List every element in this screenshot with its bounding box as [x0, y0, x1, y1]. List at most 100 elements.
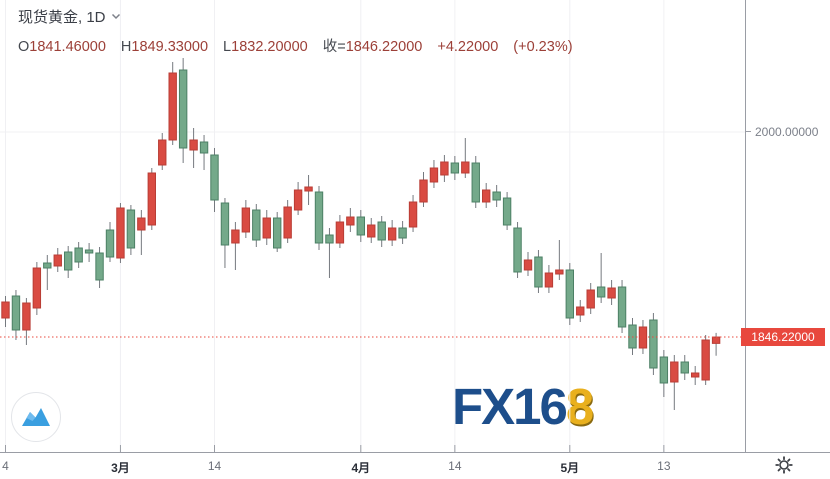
symbol-title-row[interactable]: 现货黄金, 1D: [18, 6, 584, 27]
candle: [189, 128, 198, 168]
candle: [523, 252, 533, 276]
candle-body-up: [189, 139, 198, 151]
change-value: +4.22000: [437, 39, 499, 55]
candle-body-down: [126, 209, 136, 249]
candle: [32, 262, 42, 315]
candle: [670, 355, 679, 410]
candle-body-up: [555, 269, 564, 275]
candle-body-up: [346, 216, 355, 226]
candle: [147, 168, 157, 230]
mountain-chart-icon: [22, 408, 50, 426]
candle-body-up: [711, 336, 721, 344]
symbol-title[interactable]: 现货黄金, 1D: [18, 9, 106, 26]
candle: [513, 222, 522, 278]
candle: [241, 200, 251, 238]
candle: [555, 240, 564, 280]
candle-body-up: [387, 227, 397, 241]
candle: [408, 195, 418, 232]
price-axis-tick: [746, 131, 751, 132]
low-value: 1832.20000: [231, 39, 308, 55]
chart-logo-button[interactable]: [11, 392, 61, 442]
candle-body-up: [304, 186, 313, 192]
price-axis[interactable]: 2000.00000: [745, 0, 830, 452]
candle: [482, 183, 491, 208]
candle-body-down: [210, 154, 219, 201]
candle: [450, 156, 460, 180]
candle: [534, 250, 543, 293]
candle: [116, 203, 125, 263]
last-price-tag: 1846.22000: [741, 328, 825, 346]
time-axis-label: 14: [207, 459, 222, 473]
change-percent: (+0.23%): [513, 39, 573, 55]
candle-body-down: [565, 269, 574, 319]
candle-body-up: [116, 207, 125, 259]
candlestick-chart[interactable]: [0, 0, 745, 452]
candle: [544, 265, 554, 293]
candle: [43, 255, 52, 290]
candle: [387, 220, 397, 246]
candle-body-up: [670, 361, 679, 383]
low-label: L: [223, 39, 232, 55]
gear-icon[interactable]: [775, 456, 793, 474]
high-value: 1849.33000: [131, 39, 209, 55]
candle-body-up: [367, 224, 376, 238]
candle: [461, 138, 470, 178]
chevron-down-icon[interactable]: [111, 13, 121, 20]
candle: [565, 263, 574, 325]
candle: [325, 228, 334, 278]
close-label: 收=: [322, 39, 346, 55]
candle: [576, 300, 585, 322]
candle: [262, 210, 271, 245]
candle-body-up: [53, 254, 62, 267]
candle-body-up: [429, 167, 439, 183]
candle: [440, 155, 449, 182]
candle-body-up: [482, 189, 491, 203]
candle-body-up: [137, 217, 146, 231]
candle-body-down: [178, 69, 188, 149]
candle: [502, 192, 512, 230]
candle-body-down: [649, 319, 658, 369]
candle-body-up: [440, 161, 449, 176]
time-axis-label: 4: [2, 459, 9, 473]
candle: [273, 212, 282, 252]
candle: [638, 320, 648, 354]
candle-body-up: [283, 206, 292, 239]
candle-body-down: [43, 262, 52, 269]
candle: [304, 175, 313, 205]
candle: [283, 200, 292, 243]
time-axis-label: 14: [448, 459, 462, 473]
candle: [11, 290, 21, 340]
candle: [199, 135, 209, 170]
time-axis[interactable]: 4 3月 14 4月 14 5月 13: [0, 452, 830, 479]
candle-body-up: [32, 267, 42, 309]
chart-plot-area[interactable]: FX168: [0, 0, 745, 452]
candle-body-up: [22, 302, 31, 331]
candle-body-down: [377, 221, 386, 241]
candle-body-up: [607, 287, 616, 299]
candle: [367, 218, 376, 243]
time-axis-label: 3月: [111, 461, 130, 475]
candle-body-up: [335, 221, 345, 244]
candle: [220, 198, 230, 268]
candle-body-down: [273, 217, 282, 249]
candle: [137, 210, 146, 255]
candle-body-down: [95, 252, 104, 281]
candle: [429, 160, 439, 188]
candle-body-up: [419, 179, 428, 203]
candle-body-up: [158, 139, 167, 166]
candle: [649, 313, 658, 375]
candle: [64, 246, 73, 278]
candle-body-down: [84, 249, 94, 254]
price-axis-label-2000: 2000.00000: [755, 125, 819, 139]
time-axis-label: 5月: [560, 461, 580, 475]
candle: [628, 318, 637, 355]
candle: [335, 215, 345, 248]
candle: [691, 366, 700, 385]
candle: [105, 222, 115, 262]
candle-body-down: [617, 286, 627, 328]
open-label: O: [18, 39, 30, 55]
high-label: H: [120, 39, 132, 55]
candle: [471, 156, 480, 208]
candle-body-up: [231, 229, 240, 244]
